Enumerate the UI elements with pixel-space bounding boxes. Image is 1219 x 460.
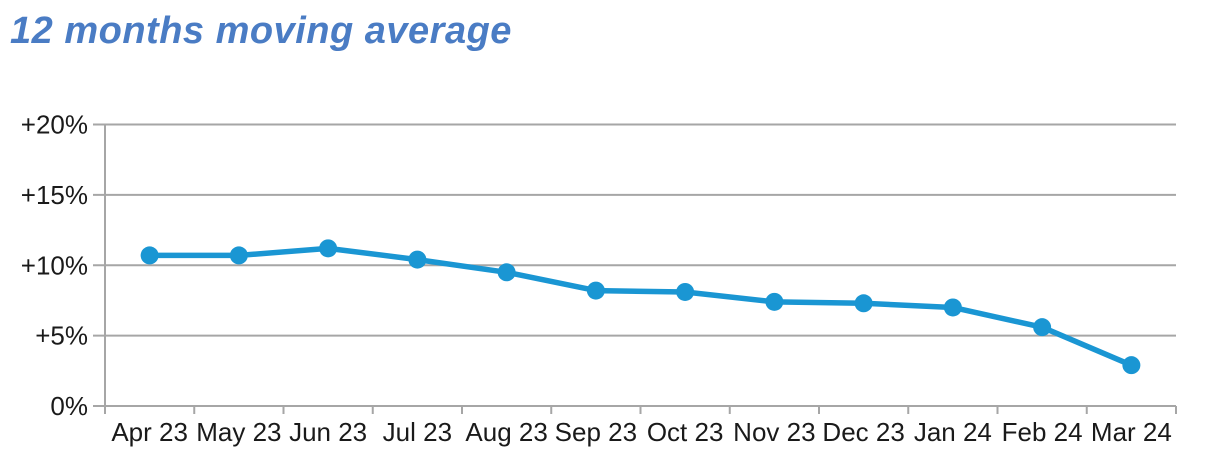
x-axis-label: Dec 23 [822,417,904,447]
x-axis-label: Jan 24 [914,417,992,447]
y-axis-label: +5% [35,321,88,351]
data-point [854,294,873,313]
y-axis-label: +20% [21,110,88,140]
data-point [497,263,516,282]
x-axis-label: Apr 23 [111,417,188,447]
y-axis-label: +15% [21,180,88,210]
x-axis-label: Jun 23 [289,417,367,447]
data-point [1122,356,1141,375]
data-point [676,282,695,301]
x-axis-label: Feb 24 [1002,417,1083,447]
data-point [1033,318,1052,337]
chart-title: 12 months moving average [10,10,512,52]
x-axis-label: Oct 23 [647,417,724,447]
data-point [586,281,605,300]
data-point [943,298,962,317]
x-axis-label: Sep 23 [555,417,637,447]
data-point [319,239,338,258]
data-point [229,246,248,265]
data-point [408,250,427,269]
data-point [140,246,159,265]
x-axis-label: Jul 23 [383,417,452,447]
x-axis-label: Nov 23 [733,417,815,447]
x-axis-label: Mar 24 [1091,417,1172,447]
x-axis-label: Aug 23 [465,417,547,447]
y-axis-label: +10% [21,250,88,280]
series-line [146,245,1135,368]
y-axis-label: 0% [50,391,88,421]
data-point [765,292,784,311]
x-axis-label: May 23 [196,417,281,447]
